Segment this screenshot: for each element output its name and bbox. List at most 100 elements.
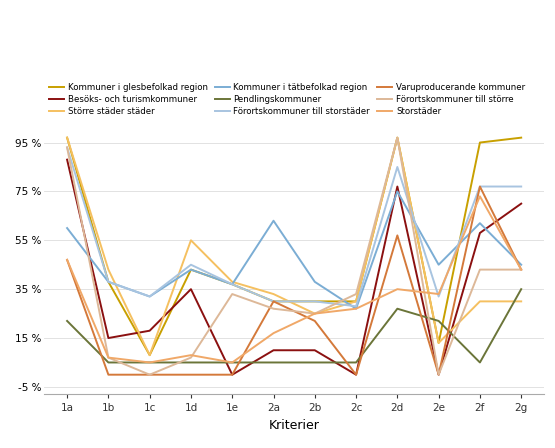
- Pendlingskommuner: [147, 360, 153, 365]
- Line: Förortskommuner till storstäder: Förortskommuner till storstäder: [67, 147, 521, 306]
- Kommuner i tätbefolkad region: [311, 279, 318, 284]
- Storstäder: [270, 331, 277, 336]
- Större städer städer: [229, 279, 235, 284]
- Kommuner i tätbefolkad region: [229, 282, 235, 287]
- Line: Pendlingskommuner: Pendlingskommuner: [67, 289, 521, 362]
- Förortskommuner till större: [270, 306, 277, 311]
- Varuproducerande kommuner: [353, 372, 360, 377]
- Förortskommuner till storstäder: [518, 184, 524, 189]
- Besöks- och turismkommuner: [394, 184, 401, 189]
- Kommuner i glesbefolkad region: [105, 279, 112, 284]
- Storstäder: [394, 286, 401, 292]
- Storstäder: [188, 353, 194, 358]
- Pendlingskommuner: [270, 360, 277, 365]
- Större städer städer: [435, 340, 442, 345]
- Förortskommuner till större: [147, 372, 153, 377]
- Varuproducerande kommuner: [105, 372, 112, 377]
- Pendlingskommuner: [353, 360, 360, 365]
- Pendlingskommuner: [105, 360, 112, 365]
- Kommuner i glesbefolkad region: [229, 282, 235, 287]
- Pendlingskommuner: [518, 286, 524, 292]
- Kommuner i tätbefolkad region: [518, 262, 524, 267]
- Större städer städer: [477, 299, 483, 304]
- Storstäder: [435, 291, 442, 297]
- Line: Förortskommuner till större: Förortskommuner till större: [67, 138, 521, 375]
- Line: Storstäder: Storstäder: [67, 196, 521, 362]
- Pendlingskommuner: [394, 306, 401, 311]
- Pendlingskommuner: [64, 318, 70, 323]
- Kommuner i glesbefolkad region: [270, 299, 277, 304]
- Varuproducerande kommuner: [435, 372, 442, 377]
- Besöks- och turismkommuner: [435, 372, 442, 377]
- Storstäder: [105, 355, 112, 360]
- Varuproducerande kommuner: [270, 299, 277, 304]
- Större städer städer: [394, 135, 401, 140]
- Pendlingskommuner: [435, 318, 442, 323]
- Förortskommuner till större: [105, 355, 112, 360]
- Förortskommuner till storstäder: [353, 304, 360, 309]
- Varuproducerande kommuner: [518, 267, 524, 272]
- Förortskommuner till större: [435, 372, 442, 377]
- Line: Kommuner i glesbefolkad region: Kommuner i glesbefolkad region: [67, 138, 521, 355]
- Besöks- och turismkommuner: [147, 328, 153, 333]
- Varuproducerande kommuner: [188, 372, 194, 377]
- Kommuner i glesbefolkad region: [394, 135, 401, 140]
- Besöks- och turismkommuner: [477, 230, 483, 236]
- Storstäder: [353, 306, 360, 311]
- Pendlingskommuner: [311, 360, 318, 365]
- Kommuner i tätbefolkad region: [353, 306, 360, 311]
- Pendlingskommuner: [188, 360, 194, 365]
- Förortskommuner till storstäder: [311, 299, 318, 304]
- Förortskommuner till storstäder: [64, 145, 70, 150]
- Storstäder: [64, 257, 70, 263]
- Pendlingskommuner: [477, 360, 483, 365]
- Kommuner i tätbefolkad region: [394, 189, 401, 194]
- Besöks- och turismkommuner: [270, 348, 277, 353]
- Kommuner i glesbefolkad region: [477, 140, 483, 145]
- Besöks- och turismkommuner: [105, 336, 112, 341]
- Storstäder: [477, 194, 483, 199]
- Förortskommuner till större: [229, 291, 235, 297]
- Storstäder: [311, 311, 318, 316]
- Kommuner i tätbefolkad region: [477, 220, 483, 226]
- Besöks- och turismkommuner: [518, 201, 524, 207]
- Varuproducerande kommuner: [147, 372, 153, 377]
- Kommuner i tätbefolkad region: [270, 218, 277, 224]
- Förortskommuner till större: [311, 311, 318, 316]
- Besöks- och turismkommuner: [229, 372, 235, 377]
- X-axis label: Kriterier: Kriterier: [269, 419, 320, 432]
- Förortskommuner till större: [394, 135, 401, 140]
- Kommuner i glesbefolkad region: [188, 267, 194, 272]
- Storstäder: [229, 360, 235, 365]
- Kommuner i glesbefolkad region: [311, 299, 318, 304]
- Varuproducerande kommuner: [64, 257, 70, 263]
- Förortskommuner till storstäder: [147, 294, 153, 299]
- Förortskommuner till större: [353, 291, 360, 297]
- Förortskommuner till större: [518, 267, 524, 272]
- Line: Besöks- och turismkommuner: Besöks- och turismkommuner: [67, 159, 521, 375]
- Större städer städer: [147, 353, 153, 358]
- Större städer städer: [311, 311, 318, 316]
- Besöks- och turismkommuner: [188, 286, 194, 292]
- Förortskommuner till storstäder: [105, 279, 112, 284]
- Storstäder: [518, 267, 524, 272]
- Förortskommuner till större: [188, 355, 194, 360]
- Kommuner i tätbefolkad region: [105, 279, 112, 284]
- Besöks- och turismkommuner: [353, 372, 360, 377]
- Större städer städer: [518, 299, 524, 304]
- Större städer städer: [64, 135, 70, 140]
- Förortskommuner till storstäder: [188, 262, 194, 267]
- Varuproducerande kommuner: [394, 233, 401, 238]
- Kommuner i glesbefolkad region: [64, 135, 70, 140]
- Kommuner i tätbefolkad region: [435, 262, 442, 267]
- Större städer städer: [105, 267, 112, 272]
- Pendlingskommuner: [229, 360, 235, 365]
- Förortskommuner till storstäder: [394, 164, 401, 170]
- Besöks- och turismkommuner: [311, 348, 318, 353]
- Line: Varuproducerande kommuner: Varuproducerande kommuner: [67, 186, 521, 375]
- Förortskommuner till storstäder: [270, 299, 277, 304]
- Legend: Kommuner i glesbefolkad region, Besöks- och turismkommuner, Större städer städer: Kommuner i glesbefolkad region, Besöks- …: [49, 83, 525, 116]
- Kommuner i tätbefolkad region: [147, 294, 153, 299]
- Line: Kommuner i tätbefolkad region: Kommuner i tätbefolkad region: [67, 191, 521, 309]
- Kommuner i glesbefolkad region: [353, 299, 360, 304]
